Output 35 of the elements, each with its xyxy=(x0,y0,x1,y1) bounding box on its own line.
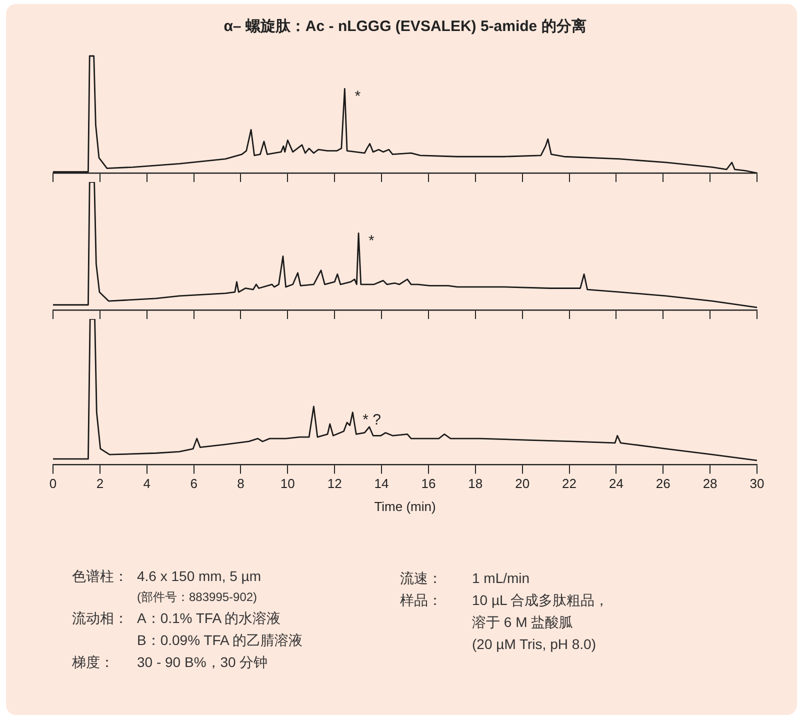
x-tick-label: 16 xyxy=(421,476,436,492)
x-tick-label: 28 xyxy=(702,476,718,492)
text: 流速： xyxy=(400,570,442,588)
x-tick-label: 0 xyxy=(49,476,57,492)
x-axis-title: Time (min) xyxy=(374,498,436,514)
annotation: * xyxy=(368,232,375,250)
x-tick-label: 4 xyxy=(143,476,150,492)
text: 30 - 90 B%，30 分钟 xyxy=(137,654,268,672)
x-tick-label: 22 xyxy=(562,476,576,492)
text: 样品： xyxy=(400,592,442,610)
x-tick-label: 6 xyxy=(190,476,198,492)
text: 1 mL/min xyxy=(472,570,530,586)
text: 流动相： xyxy=(72,610,128,628)
text: 4.6 x 150 mm, 5 µm xyxy=(137,568,261,584)
text: B：0.09% TFA 的乙腈溶液 xyxy=(137,632,302,650)
annotation: * xyxy=(354,88,361,105)
text: (部件号：883995-902) xyxy=(137,589,258,606)
chart-title: α– 螺旋肽：Ac - nLGGG (EVSALEK) 5-amide 的分离 xyxy=(224,17,586,36)
x-tick-label: 2 xyxy=(96,476,104,492)
text: 10 µL 合成多肽粗品， xyxy=(472,592,609,610)
x-tick-label: 20 xyxy=(515,476,530,492)
x-tick-label: 14 xyxy=(374,476,389,492)
x-tick-label: 10 xyxy=(280,476,295,492)
annotation: * ? xyxy=(362,411,382,428)
text: (20 µM Tris, pH 8.0) xyxy=(472,636,596,652)
x-tick-label: 30 xyxy=(750,476,764,492)
text: 梯度： xyxy=(72,654,114,672)
x-tick-label: 18 xyxy=(468,476,483,492)
x-tick-label: 8 xyxy=(237,476,244,492)
text: 色谱柱： xyxy=(72,568,128,586)
text: A：0.1% TFA 的水溶液 xyxy=(137,610,281,628)
x-tick-label: 24 xyxy=(608,476,624,492)
x-tick-label: 12 xyxy=(327,476,342,492)
text: 溶于 6 M 盐酸胍 xyxy=(472,614,574,632)
x-tick-label: 26 xyxy=(656,476,670,492)
